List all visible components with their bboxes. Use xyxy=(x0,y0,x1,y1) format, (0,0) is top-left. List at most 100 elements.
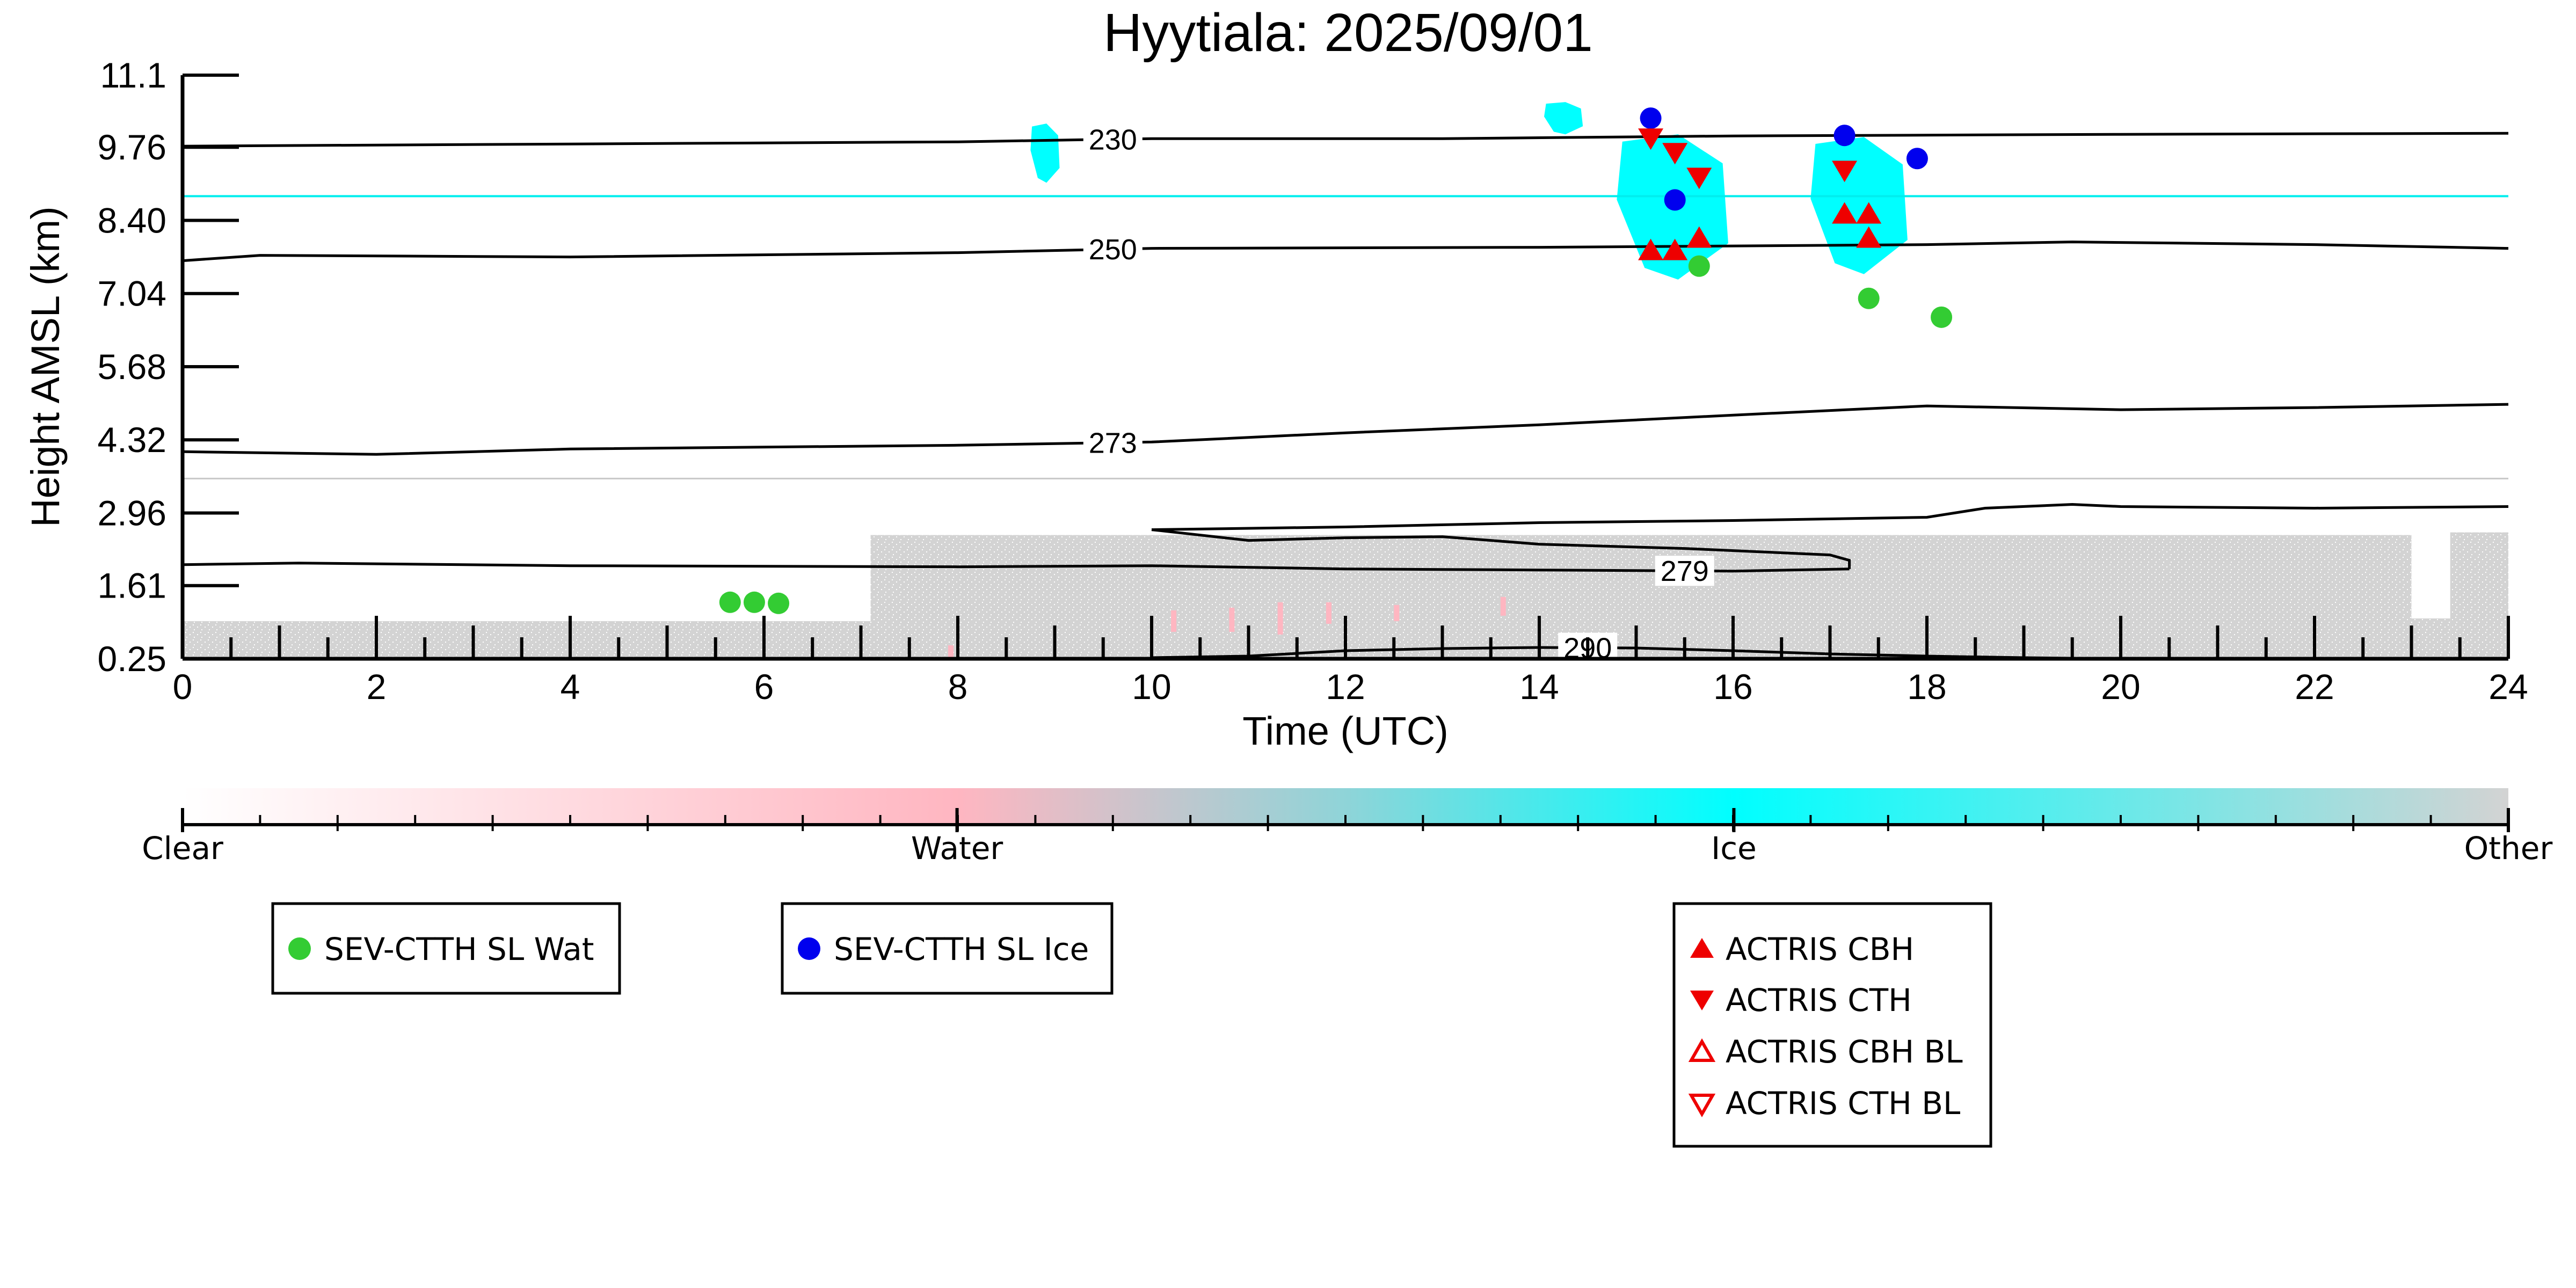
x-tick-label: 24 xyxy=(2488,667,2528,707)
legend-marker-cbh-bl xyxy=(1688,1038,1716,1062)
y-tick-label: 1.61 xyxy=(98,566,166,606)
legend-actris: ACTRIS CBH ACTRIS CTH ACTRIS CBH BL ACTR… xyxy=(1672,902,1992,1148)
legend-label: SEV-CTTH SL Ice xyxy=(834,931,1089,967)
colorbar-label: Water xyxy=(911,830,1003,867)
contour-label: 230 xyxy=(1089,123,1137,156)
x-tick-label: 0 xyxy=(173,667,193,707)
colorbar-label: Ice xyxy=(1711,830,1757,867)
point-sev-ctth-sl-ice xyxy=(1664,189,1686,211)
data-points xyxy=(719,107,1953,614)
axes: 0 2 4 6 8 10 12 14 16 18 20 22 24 0.251.612.964.325.… xyxy=(98,55,2528,707)
legend-frame xyxy=(271,902,621,995)
y-tick-label: 9.76 xyxy=(98,127,166,167)
point-actris-cth xyxy=(1662,143,1688,165)
colorbar: Clear Water Ice Other xyxy=(142,788,2552,867)
legend-label: ACTRIS CBH BL xyxy=(1726,1034,1963,1070)
legend-label: SEV-CTTH SL Wat xyxy=(324,931,594,967)
y-tick-label: 8.40 xyxy=(98,200,166,240)
contour-label: 279 xyxy=(1661,555,1709,587)
contour-label-bg xyxy=(1655,556,1714,586)
point-sev-ctth-sl-wat xyxy=(1858,287,1880,309)
water-mark xyxy=(1277,602,1283,635)
y-tick-label: 2.96 xyxy=(98,493,166,533)
x-tick-label: 18 xyxy=(1907,667,1946,707)
point-sev-ctth-sl-ice xyxy=(1640,107,1662,129)
water-mark xyxy=(1326,602,1331,624)
y-tick-label: 7.04 xyxy=(98,274,166,314)
legend-frame xyxy=(1672,902,1992,1148)
x-tick-label: 20 xyxy=(2101,667,2140,707)
point-actris-cbh xyxy=(1856,226,1882,248)
legend-marker-cth xyxy=(1690,991,1714,1010)
contour-line xyxy=(182,241,2509,263)
point-actris-cbh xyxy=(1686,226,1712,248)
point-actris-cth xyxy=(1638,128,1664,150)
ice-regions xyxy=(1030,102,1908,280)
point-sev-ctth-sl-wat xyxy=(719,591,741,613)
chart-title: Hyytiala: 2025/09/01 xyxy=(1103,3,1593,63)
ice-region xyxy=(1810,137,1908,274)
x-tick-label: 6 xyxy=(754,667,774,707)
contour-label-bg xyxy=(1083,124,1143,155)
water-regions xyxy=(948,596,1506,659)
y-tick-label: 11.1 xyxy=(100,55,166,95)
legend-marker-cbh xyxy=(1690,938,1714,958)
ice-region xyxy=(1544,102,1583,135)
legend-label: ACTRIS CTH BL xyxy=(1726,1085,1960,1122)
other-region xyxy=(183,621,871,659)
other-region xyxy=(870,535,2412,659)
y-tick-label: 0.25 xyxy=(98,639,166,679)
contour-line xyxy=(1151,528,1851,569)
point-actris-cbh xyxy=(1832,202,1858,224)
contour-label: 250 xyxy=(1089,234,1137,266)
water-mark xyxy=(1171,610,1177,632)
legend-label: ACTRIS CBH xyxy=(1726,931,1914,967)
colorbar-label: Clear xyxy=(142,830,223,867)
legend-marker-sev-ice xyxy=(798,937,820,960)
x-tick-label: 8 xyxy=(948,667,968,707)
contour-label-bg xyxy=(1083,234,1143,265)
contour-line xyxy=(1151,503,2509,532)
x-tick-label: 2 xyxy=(367,667,387,707)
y-ticks: 0.25 1.61 2.96 4.32 5.68 7.04 8.40 9.76 11.1 xyxy=(98,55,239,679)
point-actris-cbh xyxy=(1638,238,1664,260)
ice-region xyxy=(1030,123,1060,183)
legend-marker-sev-water xyxy=(288,937,311,960)
water-mark xyxy=(1394,605,1400,621)
y-axis-label: Height AMSL (km) xyxy=(23,206,68,527)
contour-label: 273 xyxy=(1089,427,1137,459)
other-regions xyxy=(183,532,2508,659)
colorbar-ticks: Clear Water Ice Other xyxy=(142,808,2552,867)
point-actris-cbh xyxy=(1662,238,1688,260)
contour-label-bg xyxy=(1083,427,1143,458)
x-tick-label: 4 xyxy=(561,667,580,707)
x-axis-label: Time (UTC) xyxy=(1242,709,1449,753)
y-tick-label: 5.68 xyxy=(98,347,166,387)
point-sev-ctth-sl-wat xyxy=(1688,255,1710,277)
point-actris-cth xyxy=(1686,168,1712,190)
legend-sev-water: SEV-CTTH SL Wat xyxy=(271,902,621,995)
y-tick-label: 4.32 xyxy=(98,420,166,460)
water-mark xyxy=(1229,607,1235,632)
point-sev-ctth-sl-wat xyxy=(743,591,765,613)
legend-frame xyxy=(781,902,1114,995)
water-mark xyxy=(948,645,954,659)
point-sev-ctth-sl-wat xyxy=(768,592,790,614)
contour-line xyxy=(182,132,2509,148)
colorbar-label: Other xyxy=(2464,830,2553,867)
point-actris-cth xyxy=(1832,161,1858,183)
contour-line xyxy=(182,403,2509,456)
x-tick-label: 12 xyxy=(1326,667,1365,707)
legend-marker-cth-bl xyxy=(1688,1094,1716,1118)
other-region xyxy=(2411,618,2450,659)
point-sev-ctth-sl-ice xyxy=(1906,148,1928,170)
point-sev-ctth-sl-wat xyxy=(1931,306,1953,328)
x-tick-label: 14 xyxy=(1519,667,1559,707)
x-tick-label: 10 xyxy=(1132,667,1171,707)
water-mark xyxy=(1500,596,1506,616)
legend-sev-ice: SEV-CTTH SL Ice xyxy=(781,902,1114,995)
point-sev-ctth-sl-ice xyxy=(1833,125,1855,147)
